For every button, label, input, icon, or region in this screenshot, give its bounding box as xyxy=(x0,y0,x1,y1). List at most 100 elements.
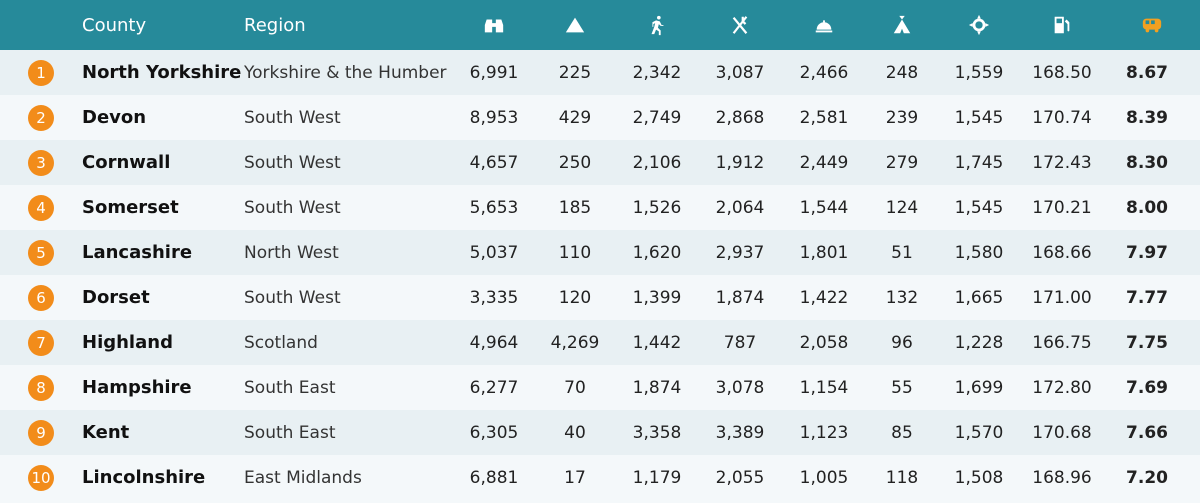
mountain-icon[interactable] xyxy=(534,0,616,50)
campsites-cell: 124 xyxy=(885,197,919,218)
mountains-cell: 185 xyxy=(558,197,592,218)
sunshine-hours-cell: 1,745 xyxy=(954,152,1004,173)
fuel-price-cell: 168.50 xyxy=(1032,62,1092,83)
score-cell: 7.77 xyxy=(1126,287,1168,308)
table-row[interactable]: 1 North Yorkshire Yorkshire & the Humber… xyxy=(0,50,1200,95)
rank-cell: 4 xyxy=(0,185,82,230)
region-cell: South West xyxy=(244,107,341,128)
hotels-cell: 1,422 xyxy=(799,287,849,308)
county-cell: North Yorkshire xyxy=(82,62,242,83)
running-icon[interactable] xyxy=(616,0,698,50)
campsites-cell: 239 xyxy=(885,107,919,128)
region-cell: Yorkshire & the Humber xyxy=(244,62,447,83)
activities-cell: 3,358 xyxy=(632,422,682,443)
county-header[interactable]: County xyxy=(82,14,147,36)
sunshine-hours-cell: 1,699 xyxy=(954,377,1004,398)
sights-cell: 6,305 xyxy=(469,422,519,443)
hotels-cell: 2,449 xyxy=(799,152,849,173)
region-cell: Scotland xyxy=(244,332,318,353)
mountains-cell: 4,269 xyxy=(550,332,600,353)
county-cell: Kent xyxy=(82,422,130,443)
restaurants-cell: 3,389 xyxy=(715,422,765,443)
region-cell: South West xyxy=(244,287,341,308)
activities-cell: 1,874 xyxy=(632,377,682,398)
rank-badge: 2 xyxy=(28,104,54,131)
activities-cell: 2,749 xyxy=(632,107,682,128)
rank-badge: 5 xyxy=(28,239,54,266)
sunshine-hours-cell: 1,570 xyxy=(954,422,1004,443)
activities-cell: 1,179 xyxy=(632,467,682,488)
score-cell: 7.97 xyxy=(1126,242,1168,263)
score-cell: 8.30 xyxy=(1126,152,1168,173)
county-cell: Hampshire xyxy=(82,377,192,398)
binoculars-icon[interactable] xyxy=(454,0,534,50)
sunshine-hours-cell: 1,545 xyxy=(954,197,1004,218)
sun-icon[interactable] xyxy=(938,0,1020,50)
activities-cell: 1,399 xyxy=(632,287,682,308)
rank-cell: 5 xyxy=(0,230,82,275)
score-cell: 8.39 xyxy=(1126,107,1168,128)
fuel-price-cell: 168.96 xyxy=(1032,467,1092,488)
hotels-cell: 1,801 xyxy=(799,242,849,263)
table-row[interactable]: 5 Lancashire North West 5,037 110 1,620 2,93… xyxy=(0,230,1200,275)
sights-cell: 5,653 xyxy=(469,197,519,218)
campsites-cell: 279 xyxy=(885,152,919,173)
fuel-price-cell: 170.68 xyxy=(1032,422,1092,443)
sights-cell: 6,881 xyxy=(469,467,519,488)
table-row[interactable]: 6 Dorset South West 3,335 120 1,399 1,874 1,4… xyxy=(0,275,1200,320)
rank-badge: 9 xyxy=(28,419,54,446)
rank-cell: 9 xyxy=(0,410,82,455)
restaurants-cell: 3,087 xyxy=(715,62,765,83)
rank-badge: 3 xyxy=(28,149,54,176)
hotels-cell: 1,544 xyxy=(799,197,849,218)
table-row[interactable]: 8 Hampshire South East 6,277 70 1,874 3,078 1… xyxy=(0,365,1200,410)
table-row[interactable]: 9 Kent South East 6,305 40 3,358 3,389 1,123 8… xyxy=(0,410,1200,455)
restaurants-cell: 1,874 xyxy=(715,287,765,308)
score-cell: 8.67 xyxy=(1126,62,1168,83)
restaurant-icon[interactable] xyxy=(698,0,782,50)
rank-cell: 10 xyxy=(0,455,82,500)
sights-cell: 5,037 xyxy=(469,242,519,263)
table-row[interactable]: 7 Highland Scotland 4,964 4,269 1,442 787 2,0… xyxy=(0,320,1200,365)
restaurants-cell: 2,937 xyxy=(715,242,765,263)
table-row[interactable]: 4 Somerset South West 5,653 185 1,526 2,064 1… xyxy=(0,185,1200,230)
county-cell: Highland xyxy=(82,332,173,353)
mountains-cell: 225 xyxy=(558,62,592,83)
tent-icon[interactable] xyxy=(866,0,938,50)
fuel-price-cell: 171.00 xyxy=(1032,287,1092,308)
sights-cell: 3,335 xyxy=(469,287,519,308)
sunshine-hours-cell: 1,545 xyxy=(954,107,1004,128)
hotel-bell-icon[interactable] xyxy=(782,0,866,50)
hotels-cell: 1,005 xyxy=(799,467,849,488)
sunshine-hours-cell: 1,559 xyxy=(954,62,1004,83)
campervan-icon[interactable] xyxy=(1104,0,1200,50)
region-cell: South West xyxy=(244,197,341,218)
fuel-price-cell: 170.21 xyxy=(1032,197,1092,218)
county-cell: Lancashire xyxy=(82,242,193,263)
fuel-pump-icon[interactable] xyxy=(1020,0,1104,50)
campsites-cell: 85 xyxy=(891,422,913,443)
sunshine-hours-cell: 1,508 xyxy=(954,467,1004,488)
rank-badge: 8 xyxy=(28,374,54,401)
activities-cell: 1,442 xyxy=(632,332,682,353)
score-cell: 7.69 xyxy=(1126,377,1168,398)
rank-cell: 2 xyxy=(0,95,82,140)
score-cell: 7.20 xyxy=(1126,467,1168,488)
campsites-cell: 248 xyxy=(885,62,919,83)
mountains-cell: 17 xyxy=(564,467,586,488)
region-header[interactable]: Region xyxy=(244,14,306,36)
table-row[interactable]: 2 Devon South West 8,953 429 2,749 2,868 2,58… xyxy=(0,95,1200,140)
mountains-cell: 429 xyxy=(558,107,592,128)
sunshine-hours-cell: 1,665 xyxy=(954,287,1004,308)
restaurants-cell: 787 xyxy=(723,332,757,353)
region-cell: South East xyxy=(244,422,336,443)
table-row[interactable]: 3 Cornwall South West 4,657 250 2,106 1,912 2… xyxy=(0,140,1200,185)
rank-cell: 8 xyxy=(0,365,82,410)
sunshine-hours-cell: 1,228 xyxy=(954,332,1004,353)
restaurants-cell: 2,055 xyxy=(715,467,765,488)
table-row[interactable]: 10 Lincolnshire East Midlands 6,881 17 1,17… xyxy=(0,455,1200,500)
sights-cell: 4,964 xyxy=(469,332,519,353)
fuel-price-cell: 172.43 xyxy=(1032,152,1092,173)
rank-cell: 1 xyxy=(0,50,82,95)
